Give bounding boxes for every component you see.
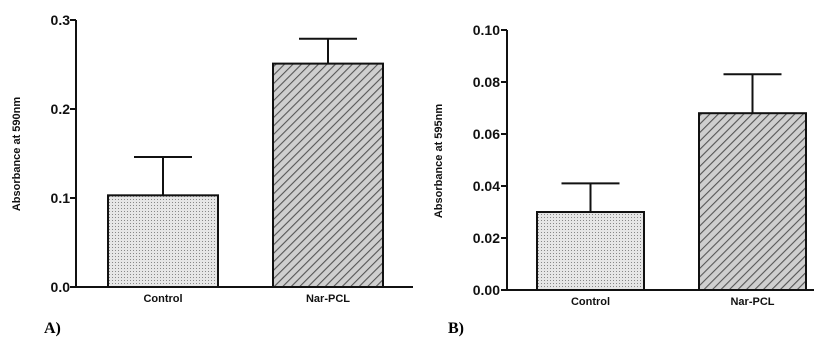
x-tick-labels: Control Nar-PCL [571, 296, 775, 308]
bars [536, 73, 807, 291]
chart-panel-a: 0.0 0.1 0.2 0.3 Control Nar-PCL Absorbance a… [11, 12, 413, 337]
y-ticks: 0.00 0.02 0.04 0.06 0.08 0.10 [473, 22, 507, 298]
x-tick-label: Control [143, 293, 182, 305]
y-tick-label: 0.08 [473, 74, 500, 90]
y-tick-label: 0.00 [473, 282, 500, 298]
y-axis-label: Absorbance at 595nm [433, 104, 445, 219]
y-tick-label: 0.06 [473, 126, 500, 142]
y-axis-label: Absorbance at 590nm [11, 97, 23, 212]
y-tick-label: 0.10 [473, 22, 500, 38]
chart-panel-b: 0.000.020.040.060.080.10 Control Nar-PCL … [433, 22, 814, 337]
y-ticks: 0.0 0.1 0.2 0.3 [51, 12, 76, 295]
y-tick-label: 0.02 [473, 230, 500, 246]
y-tick-label: 0.04 [473, 178, 500, 194]
x-tick-labels: Control Nar-PCL [143, 293, 350, 305]
y-tick-label: 0.1 [51, 190, 71, 206]
panel-label: A) [44, 320, 61, 337]
bars [107, 37, 384, 288]
bar-nar-pcl [698, 112, 807, 291]
panel-label: B) [448, 320, 464, 337]
y-tick-label: 0.0 [51, 279, 71, 295]
x-tick-label: Nar-PCL [306, 293, 350, 305]
x-tick-label: Control [571, 296, 610, 308]
y-tick-label: 0.2 [51, 101, 71, 117]
bar-control [107, 194, 219, 288]
y-tick-label: 0.3 [51, 12, 71, 28]
bar-control [536, 211, 645, 291]
bar-nar-pcl [272, 62, 384, 288]
x-tick-label: Nar-PCL [730, 296, 774, 308]
